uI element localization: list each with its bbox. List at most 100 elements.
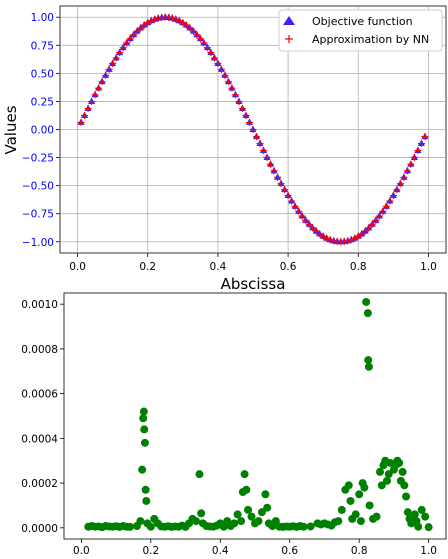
- approximation-point: [302, 216, 310, 224]
- approximation-point: [414, 146, 422, 154]
- approximation-point: [267, 160, 275, 168]
- error-point: [372, 512, 381, 521]
- approximation-point: [389, 192, 397, 200]
- error-point: [400, 481, 409, 490]
- error-point: [334, 517, 343, 526]
- error-point: [142, 496, 151, 505]
- approximation-point: [203, 44, 211, 52]
- error-point: [363, 309, 372, 318]
- error-point: [263, 503, 272, 512]
- approximation-series: [77, 13, 429, 246]
- error-point: [139, 414, 148, 423]
- error-point: [356, 517, 365, 526]
- approximation-point: [368, 220, 376, 228]
- x-tick-label: 0.4: [212, 545, 229, 557]
- approximation-point: [309, 224, 317, 232]
- y-tick-label: 0.0008: [21, 344, 58, 356]
- error-point: [230, 519, 239, 528]
- approximation-point: [386, 197, 394, 205]
- approximation-point: [242, 111, 250, 119]
- error-point: [364, 362, 373, 371]
- approximation-point: [123, 39, 131, 47]
- error-point: [395, 458, 404, 467]
- approximation-point: [316, 230, 324, 238]
- error-point: [139, 407, 148, 416]
- x-tick-label: 1.0: [420, 261, 437, 273]
- error-point: [421, 512, 430, 521]
- error-point: [376, 467, 385, 476]
- approximation-point: [172, 15, 180, 23]
- approximation-point: [382, 202, 390, 210]
- approximation-point: [358, 230, 366, 238]
- y-tick-label: 0.00: [31, 125, 54, 137]
- approximation-point: [102, 71, 110, 79]
- error-point: [257, 508, 266, 517]
- error-point: [138, 465, 147, 474]
- approximation-point: [312, 227, 320, 235]
- approximation-point: [228, 84, 236, 92]
- error-point: [254, 517, 263, 526]
- approximation-point: [284, 192, 292, 200]
- approximation-point: [365, 224, 373, 232]
- approximation-point: [326, 236, 334, 244]
- error-point: [306, 522, 315, 531]
- y-tick-label: 0.0002: [21, 478, 58, 490]
- error-point: [398, 467, 407, 476]
- approximation-point: [217, 65, 225, 73]
- approximation-point: [253, 133, 261, 141]
- approximation-point: [323, 234, 331, 242]
- x-tick-label: 0.6: [280, 261, 297, 273]
- approximation-point: [421, 133, 429, 141]
- approximation-point: [81, 111, 89, 119]
- y-tick-label: 1.00: [31, 12, 54, 24]
- error-point: [261, 490, 270, 499]
- approximation-point: [105, 65, 113, 73]
- error-point: [195, 470, 204, 479]
- y-axis-label: Values: [2, 105, 20, 154]
- y-tick-label: 0.50: [31, 68, 54, 80]
- bottom-plot-frame: [63, 292, 447, 540]
- approximation-point: [295, 207, 303, 215]
- approximation-point: [200, 39, 208, 47]
- bottom-x-ticks: 0.0 0.2 0.4 0.6 0.8 1.0: [73, 539, 437, 557]
- y-tick-label: 0.0006: [21, 389, 58, 401]
- approximation-point: [116, 49, 124, 57]
- approximation-point: [260, 146, 268, 154]
- error-point: [362, 297, 371, 306]
- bottom-plot: 0.0000 0.0002 0.0004 0.0006 0.0008 0.0010 0.0…: [21, 292, 447, 557]
- error-point: [417, 505, 426, 514]
- legend-label-approximation: Approximation by NN: [312, 33, 429, 46]
- approximation-point: [379, 207, 387, 215]
- x-tick-label: 0.2: [142, 545, 159, 557]
- approximation-point: [347, 236, 355, 244]
- legend: Objective function Approximation by NN: [278, 9, 443, 52]
- x-tick-label: 0.2: [139, 261, 156, 273]
- x-tick-label: 0.8: [351, 545, 368, 557]
- approximation-point: [165, 13, 173, 21]
- approximation-point: [274, 173, 282, 181]
- top-x-ticks: 0.0 0.2 0.4 0.6 0.8 1.0: [69, 253, 437, 273]
- error-point: [351, 510, 360, 519]
- error-point: [125, 522, 134, 531]
- approximation-point: [351, 234, 359, 242]
- error-point: [242, 485, 251, 494]
- approximation-point: [147, 17, 155, 25]
- y-tick-label: −1.00: [22, 237, 54, 249]
- approximation-point: [154, 14, 162, 22]
- approximation-point: [151, 15, 159, 23]
- approximation-point: [396, 180, 404, 188]
- approximation-point: [186, 24, 194, 32]
- legend-triangle-marker: [283, 16, 295, 25]
- error-point: [240, 470, 249, 479]
- approximation-point: [175, 17, 183, 25]
- approximation-point: [168, 14, 176, 22]
- y-tick-label: −0.25: [22, 153, 54, 165]
- approximation-point: [361, 227, 369, 235]
- error-point: [424, 523, 433, 532]
- approximation-point: [140, 21, 148, 29]
- bottom-y-ticks: 0.0000 0.0002 0.0004 0.0006 0.0008 0.0010: [21, 299, 64, 535]
- approximation-point: [130, 31, 138, 39]
- approximation-point: [182, 21, 190, 29]
- y-tick-label: 0.0000: [21, 523, 58, 535]
